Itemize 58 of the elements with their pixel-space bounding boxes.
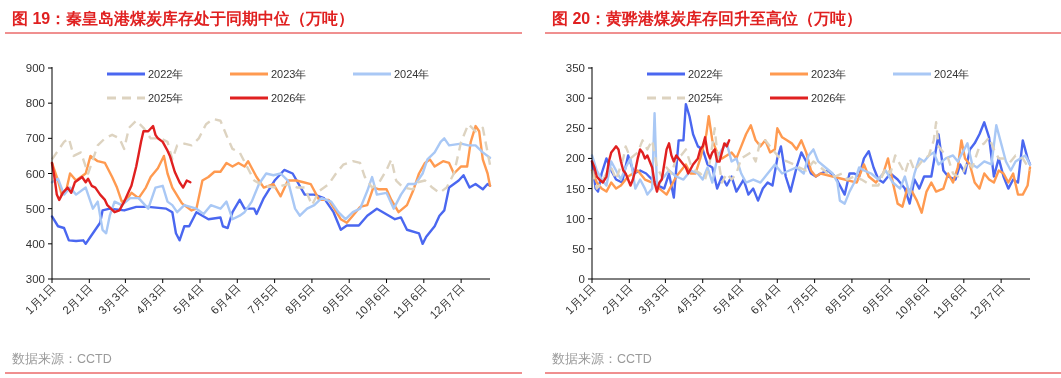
x-tick-label: 9月5日 — [320, 281, 355, 317]
source-note: 数据来源：CCTD — [552, 352, 652, 366]
x-tick-label: 3月3日 — [636, 281, 671, 317]
x-tick-label: 11月6日 — [930, 281, 970, 321]
x-tick-label: 2月1日 — [600, 281, 635, 317]
x-tick-label: 10月6日 — [892, 281, 932, 321]
line-series — [50, 117, 492, 207]
x-tick-label: 4月3日 — [673, 281, 709, 317]
y-tick-label: 300 — [25, 273, 45, 285]
y-tick-label: 800 — [25, 97, 45, 110]
y-tick-label: 400 — [25, 237, 45, 250]
line-series — [50, 137, 492, 235]
line-series — [590, 136, 731, 193]
legend-label: 2023年 — [271, 68, 307, 80]
x-tick-label: 3月3日 — [96, 281, 131, 317]
x-tick-label: 7月5日 — [245, 281, 281, 317]
legend-label: 2022年 — [148, 68, 184, 80]
line-series — [50, 124, 192, 214]
line-series — [50, 168, 492, 246]
legend-label: 2025年 — [148, 92, 184, 104]
y-tick-label: 200 — [565, 152, 585, 165]
y-tick-label: 350 — [565, 62, 585, 74]
x-tick-label: 2月1日 — [60, 281, 95, 317]
y-tick-label: 600 — [25, 167, 45, 180]
x-tick-label: 8月5日 — [822, 281, 858, 317]
y-tick-label: 0 — [578, 273, 585, 285]
x-tick-label: 7月5日 — [785, 281, 821, 317]
legend-label: 2024年 — [394, 68, 430, 80]
x-tick-label: 9月5日 — [860, 281, 895, 317]
line-series — [50, 124, 492, 224]
legend-label: 2026年 — [271, 92, 307, 104]
y-tick-label: 700 — [25, 132, 45, 145]
legend-label: 2023年 — [811, 68, 847, 80]
source-note: 数据来源：CCTD — [12, 352, 112, 366]
x-tick-label: 6月4日 — [208, 281, 243, 317]
legend-label: 2026年 — [811, 92, 847, 104]
legend-label: 2022年 — [688, 68, 724, 80]
legend-label: 2025年 — [688, 92, 724, 104]
chart-title: 图 20：黄骅港煤炭库存回升至高位（万吨） — [552, 9, 863, 28]
chart-title: 图 19：秦皇岛港煤炭库存处于同期中位（万吨） — [12, 10, 355, 28]
x-tick-label: 5月4日 — [170, 281, 206, 317]
y-tick-label: 150 — [565, 182, 585, 195]
y-tick-label: 500 — [25, 202, 45, 215]
y-tick-label: 900 — [25, 62, 45, 74]
x-tick-label: 6月4日 — [748, 281, 783, 317]
x-tick-label: 10月6日 — [352, 281, 392, 321]
x-tick-label: 12月7日 — [967, 281, 1007, 321]
x-tick-label: 8月5日 — [282, 281, 318, 317]
x-tick-label: 12月7日 — [427, 281, 467, 321]
x-tick-label: 5月4日 — [710, 281, 746, 317]
y-tick-label: 250 — [565, 122, 585, 135]
y-tick-label: 50 — [572, 242, 585, 255]
y-tick-label: 100 — [565, 212, 585, 225]
y-tick-label: 300 — [565, 92, 585, 105]
legend-label: 2024年 — [934, 68, 970, 80]
x-tick-label: 11月6日 — [390, 281, 430, 321]
x-tick-label: 4月3日 — [133, 281, 169, 317]
line-series — [590, 121, 1032, 190]
